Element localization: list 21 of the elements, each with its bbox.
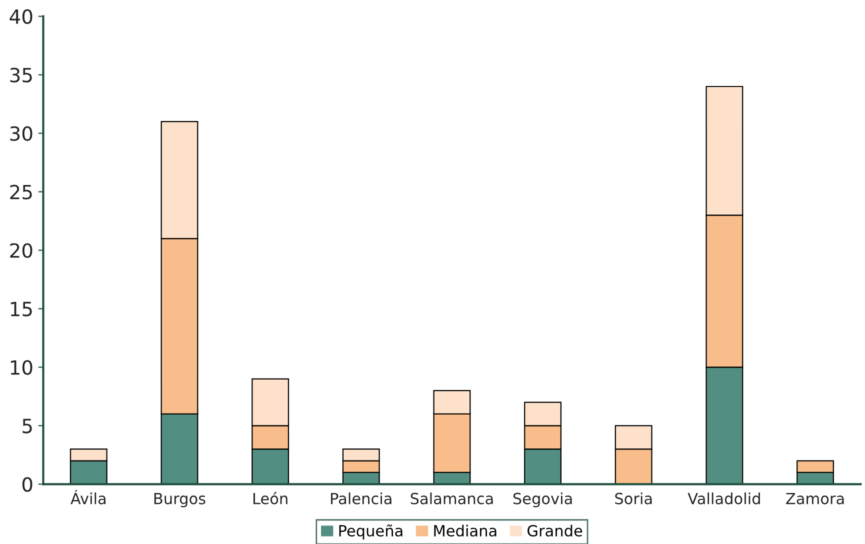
x-tick-label: Soria [615,492,652,504]
x-tick-label: Salamanca [410,492,493,504]
x-tick-label: Ávila [70,490,106,504]
y-tick-label: 30 [10,126,32,141]
x-tick-label: Zamora [786,492,844,504]
x-tick-label: Burgos [154,492,206,508]
legend-label: Pequeña [339,524,402,540]
y-tick-label: 40 [10,9,32,24]
y-tick-label: 5 [22,418,32,434]
y-tick-label: 10 [10,360,32,375]
x-tick-label: Segovia [513,492,572,508]
y-tick-label: 20 [10,243,32,258]
legend-label: Grande [528,524,582,537]
y-tick-label: 0 [22,477,32,492]
y-tick-label: 35 [10,68,32,82]
x-tick-label: Valladolid [688,492,760,504]
legend-label: Mediana [434,524,496,537]
y-tick-label: 25 [10,184,32,200]
y-tick-label: 15 [10,302,32,316]
x-tick-label: Palencia [331,492,392,504]
x-tick-label: León [253,492,288,504]
